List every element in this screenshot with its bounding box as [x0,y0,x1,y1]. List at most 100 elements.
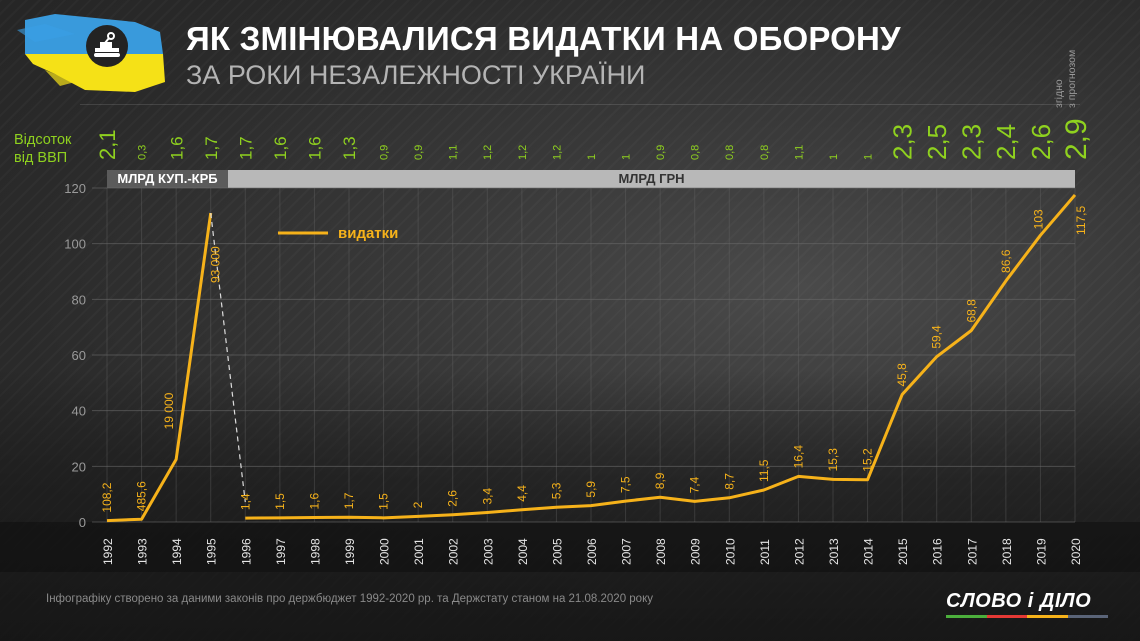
logo-badge [86,25,128,67]
data-label: 108,2 [100,482,114,512]
data-label: 15,2 [861,448,875,472]
data-label: 1,5 [377,493,391,510]
currency-change-connector [210,212,246,503]
data-label: 11,5 [757,459,771,482]
x-tick-label: 2019 [1034,538,1048,565]
page-subtitle: ЗА РОКИ НЕЗАЛЕЖНОСТІ УКРАЇНИ [186,60,646,90]
x-tick-label: 2020 [1069,538,1083,565]
data-label: 86,6 [999,249,1013,273]
gdp-percent-label: 2,1 [95,129,120,160]
gdp-row-label: Відсоток від ВВП [14,132,72,166]
gdp-percent-label: 2,4 [991,124,1021,160]
gdp-percent-label: 0,8 [724,145,736,160]
gdp-percent-label: 1,3 [340,136,359,160]
data-label: 59,4 [930,325,944,349]
gdp-percent-label: 2,9 [1060,118,1093,160]
gdp-percent-label: 0,8 [690,145,702,160]
x-tick-label: 2016 [931,538,945,565]
gdp-percent-label: 2,6 [1026,124,1056,160]
gdp-percent-label: 1,7 [202,136,221,160]
gdp-percent-label: 2,3 [957,124,987,160]
gdp-percent-label: 1,2 [551,145,563,160]
data-label: 93 000 [209,246,223,283]
series-line-karbovanets [106,212,213,523]
x-tick-label: 2017 [965,538,979,565]
x-tick-label: 2015 [896,538,910,565]
y-tick-label: 120 [64,181,86,196]
brand-stripe [946,615,1108,618]
gdp-percent-label: 0,3 [137,145,149,160]
x-tick-label: 2018 [1000,538,1014,565]
data-label: 15,3 [826,448,840,472]
gdp-percent-label: 1 [586,154,598,160]
data-label: 8,9 [653,472,667,489]
data-label: 103 [1031,209,1045,229]
x-tick-label: 2008 [654,538,668,565]
x-tick-label: 2012 [792,538,806,565]
x-tick-label: 2009 [689,538,703,565]
unit-band-hryvnia: МЛРД ГРН [228,170,1075,188]
x-tick-label: 1993 [136,538,150,565]
x-tick-label: 2006 [585,538,599,565]
x-tick-label: 1999 [343,538,357,565]
gdp-percent-label: 0,9 [655,145,667,160]
data-label: 45,8 [895,363,909,387]
x-tick-label: 1997 [274,538,288,565]
forecast-note: з прогнозом згідно [1053,50,1078,108]
data-label: 7,4 [688,476,702,493]
page-title: ЯК ЗМІНЮВАЛИСЯ ВИДАТКИ НА ОБОРОНУ [186,20,901,57]
data-label: 2 [411,501,425,508]
gdp-percent-label: 2,3 [888,124,918,160]
gdp-percent-label: 1 [863,154,875,160]
data-label: 7,5 [619,476,633,493]
x-tick-label: 2011 [758,539,772,565]
gdp-percent-label: 1,6 [306,136,325,160]
data-label: 5,3 [549,482,563,499]
series-line-hryvnia [245,193,1077,520]
y-tick-label: 100 [64,237,86,252]
x-tick-label: 1992 [101,538,115,565]
gdp-percent-label: 1,1 [448,145,460,160]
gdp-percent-label: 1,1 [793,145,805,160]
x-tick-label: 2003 [481,538,495,565]
ukraine-flag-splash-icon [17,14,165,92]
x-tick-label: 2001 [412,538,426,565]
x-tick-label: 2000 [378,538,392,565]
data-label: 19 000 [162,392,176,429]
gdp-percent-label: 1,2 [482,145,494,160]
x-tick-label: 1998 [308,538,322,565]
x-tick-label: 2004 [516,538,530,565]
data-label: 1,4 [238,493,252,510]
unit-band-karbovanets: МЛРД КУП.-КРБ [107,170,228,188]
y-tick-label: 20 [72,459,86,474]
y-tick-label: 40 [72,404,86,419]
gdp-percent-label: 2,5 [922,124,952,160]
y-tick-label: 60 [72,348,86,363]
brand-name: СЛОВО і ДІЛО [946,590,1092,612]
gdp-percent-label: 1 [621,154,633,160]
x-tick-label: 1996 [239,538,253,565]
x-tick-label: 1994 [170,538,184,565]
svg-text:з прогнозом: з прогнозом [1066,50,1078,108]
data-label: 8,7 [722,473,736,490]
y-tick-label: 0 [79,515,86,530]
data-label: 485,6 [135,481,149,511]
x-tick-label: 1995 [205,538,219,565]
data-label: 5,9 [584,481,598,498]
brand-logo: СЛОВО і ДІЛО [946,590,1108,618]
x-tick-label: 2010 [723,538,737,565]
tank-icon [94,32,120,57]
gdp-percent-label: 1,2 [517,145,529,160]
data-label: 1,7 [342,492,356,509]
gdp-percent-label: 0,8 [759,145,771,160]
data-label: 3,4 [480,488,494,505]
footnote: Інфографіку створено за даними законів п… [46,593,653,605]
legend-label: видатки [338,225,398,242]
x-tick-label: 2013 [827,538,841,565]
divider [80,104,1080,105]
data-label: 117,5 [1074,205,1088,234]
gdp-percent-label: 0,9 [413,145,425,160]
x-tick-label: 2005 [550,538,564,565]
x-tick-label: 2014 [862,538,876,565]
